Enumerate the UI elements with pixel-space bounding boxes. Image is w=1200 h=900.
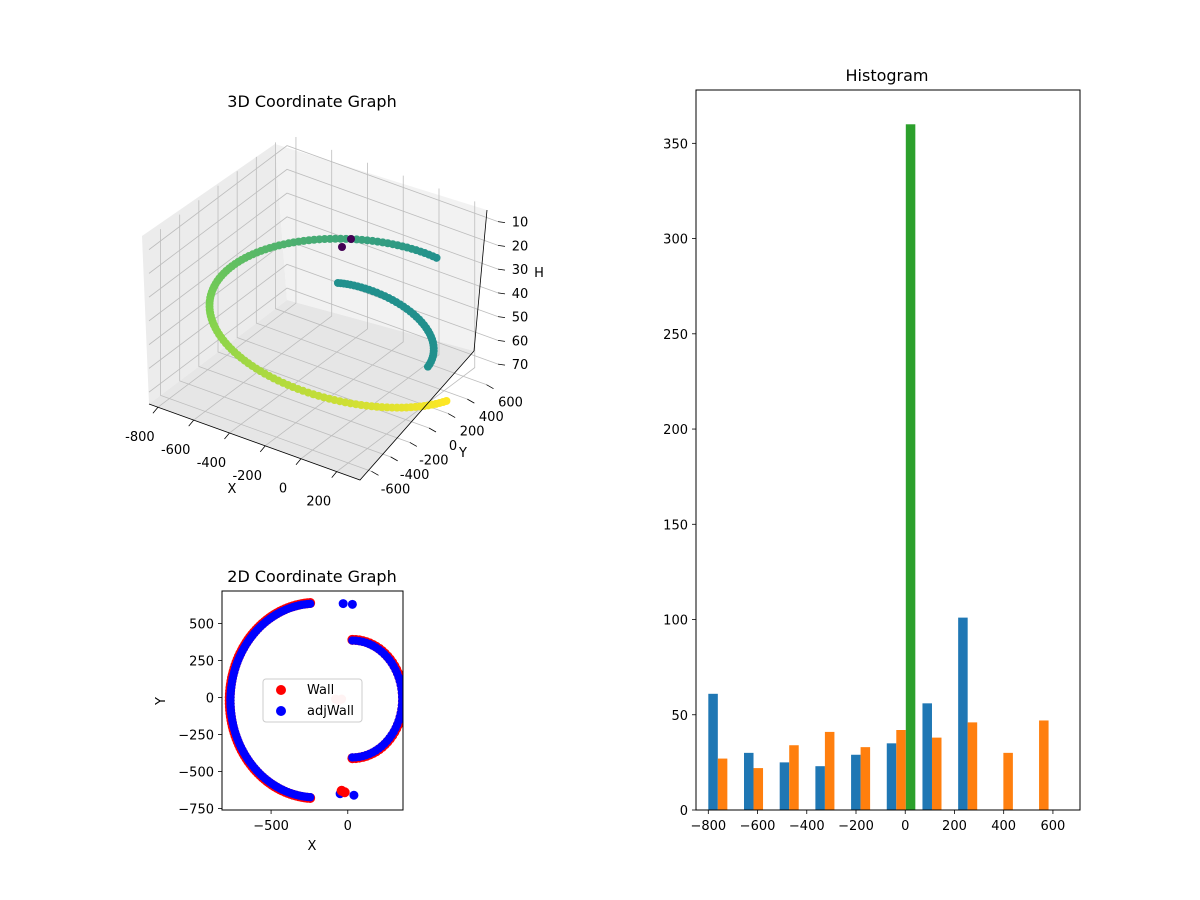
- legend-marker-wall: [276, 685, 286, 695]
- chart-3d-point: [442, 396, 451, 405]
- histogram-x-tick: −400: [789, 819, 825, 834]
- histogram-x-tick: −800: [690, 819, 726, 834]
- chart-2d-x-tick: −500: [253, 819, 289, 834]
- chart-2d-y-tick: 250: [189, 655, 214, 670]
- chart-3d-x-tick: -400: [197, 456, 227, 471]
- histogram-title: Histogram: [846, 66, 929, 85]
- histogram-bar: [958, 617, 968, 810]
- chart-2d-point-adjwall: [306, 793, 315, 802]
- chart-2d-point-wall: [339, 787, 350, 798]
- legend-label-wall: Wall: [307, 683, 334, 698]
- histogram-bar: [708, 693, 718, 810]
- chart-3d: 3D Coordinate Graph -800-600-400-2000200…: [125, 92, 544, 510]
- chart-3d-point: [338, 243, 346, 251]
- chart-3d-x-tick: 0: [279, 482, 287, 497]
- chart-3d-y-tick: 400: [479, 410, 504, 425]
- chart-3d-zlabel: H: [534, 266, 544, 281]
- histogram-bar: [896, 730, 906, 810]
- legend-label-adjwall: adjWall: [307, 704, 354, 719]
- chart-2d-ylabel: Y: [154, 697, 169, 706]
- chart-2d: 2D Coordinate Graph −500 0 −750 −500 −250 0 25…: [154, 567, 404, 854]
- chart-2d-x-tick: 0: [344, 819, 352, 834]
- chart-2d-xlabel: X: [308, 839, 317, 854]
- chart-3d-y-tick: 200: [460, 425, 485, 440]
- histogram-bar: [931, 737, 942, 810]
- chart-2d-y-tick: −500: [178, 766, 214, 781]
- legend-marker-adjwall: [276, 706, 286, 716]
- histogram-bar: [860, 747, 871, 810]
- histogram-y-tick: 350: [663, 137, 688, 152]
- chart-3d-z-tick: 60: [512, 334, 529, 349]
- histogram-y-tick: 250: [663, 328, 688, 343]
- histogram-x-tick: 200: [942, 819, 967, 834]
- histogram-bar: [824, 731, 835, 810]
- chart-3d-z-tick: 70: [512, 358, 529, 373]
- chart-3d-z-tick: 50: [512, 311, 529, 326]
- histogram-bar: [1003, 752, 1013, 810]
- chart-3d-x-tick: -600: [161, 443, 191, 458]
- chart-3d-y-tick: -200: [419, 453, 449, 468]
- histogram-bar: [753, 768, 764, 810]
- histogram-bar: [1039, 720, 1049, 810]
- chart-3d-x-tick: 200: [306, 495, 331, 510]
- histogram-y-tick: 150: [663, 518, 688, 533]
- chart-3d-x-tick: -800: [125, 430, 155, 445]
- chart-2d-point-adjwall: [347, 599, 357, 609]
- chart-2d-title: 2D Coordinate Graph: [227, 567, 396, 586]
- histogram-frame: [695, 89, 1081, 811]
- chart-3d-point: [423, 362, 432, 371]
- histogram-bar: [717, 758, 728, 810]
- histogram-x-tick: 0: [901, 819, 909, 834]
- histogram-bar: [851, 754, 861, 810]
- chart-2d-y-tick: −750: [178, 803, 214, 818]
- histogram-x-tick: 400: [991, 819, 1016, 834]
- histogram-x-tick: −600: [740, 819, 776, 834]
- histogram-bar: [779, 762, 790, 810]
- histogram-bar: [922, 703, 932, 810]
- chart-3d-point: [347, 235, 355, 243]
- chart-3d-y-tick: -600: [381, 482, 411, 497]
- chart-3d-z-tick: 20: [512, 239, 529, 254]
- chart-2d-point-adjwall: [348, 636, 357, 645]
- histogram-bar: [967, 722, 978, 810]
- histogram-y-tick: 300: [663, 233, 688, 248]
- histogram-y-tick: 100: [663, 614, 688, 629]
- histogram-y-tick: 50: [671, 709, 688, 724]
- chart-3d-ylabel: Y: [458, 446, 467, 461]
- histogram-x-tick: −200: [838, 819, 874, 834]
- chart-2d-y-tick: 0: [206, 692, 214, 707]
- histogram-y-tick: 0: [680, 804, 688, 819]
- chart-2d-y-tick: 500: [189, 618, 214, 633]
- histogram-bar: [744, 752, 754, 810]
- chart-3d-z-tick: 40: [512, 287, 529, 302]
- chart-3d-x-tick: -200: [232, 469, 262, 484]
- histogram-bar: [815, 766, 825, 810]
- chart-3d-y-tick: -400: [400, 468, 430, 483]
- histogram-bar: [789, 745, 799, 810]
- histogram-y-tick: 200: [663, 423, 688, 438]
- histogram-bar: [905, 124, 916, 811]
- chart-histogram: Histogram −800 −600 −400 −200 0 200 400 600 0 50 1…: [663, 66, 1081, 834]
- chart-3d-z-tick: 30: [512, 263, 529, 278]
- chart-2d-point-adjwall: [338, 599, 348, 609]
- chart-2d-frame: [221, 590, 404, 811]
- chart-2d-y-tick: −250: [178, 729, 214, 744]
- chart-2d-legend: Wall adjWall: [262, 678, 363, 723]
- chart-2d-point-adjwall: [349, 790, 359, 800]
- chart-3d-z-tick: 10: [512, 216, 529, 231]
- chart-3d-y-tick: 0: [449, 439, 457, 454]
- chart-3d-y-tick: 600: [498, 396, 523, 411]
- chart-3d-xlabel: X: [228, 482, 237, 497]
- histogram-bar: [886, 743, 897, 810]
- chart-3d-title: 3D Coordinate Graph: [227, 92, 396, 111]
- histogram-x-tick: 600: [1041, 819, 1066, 834]
